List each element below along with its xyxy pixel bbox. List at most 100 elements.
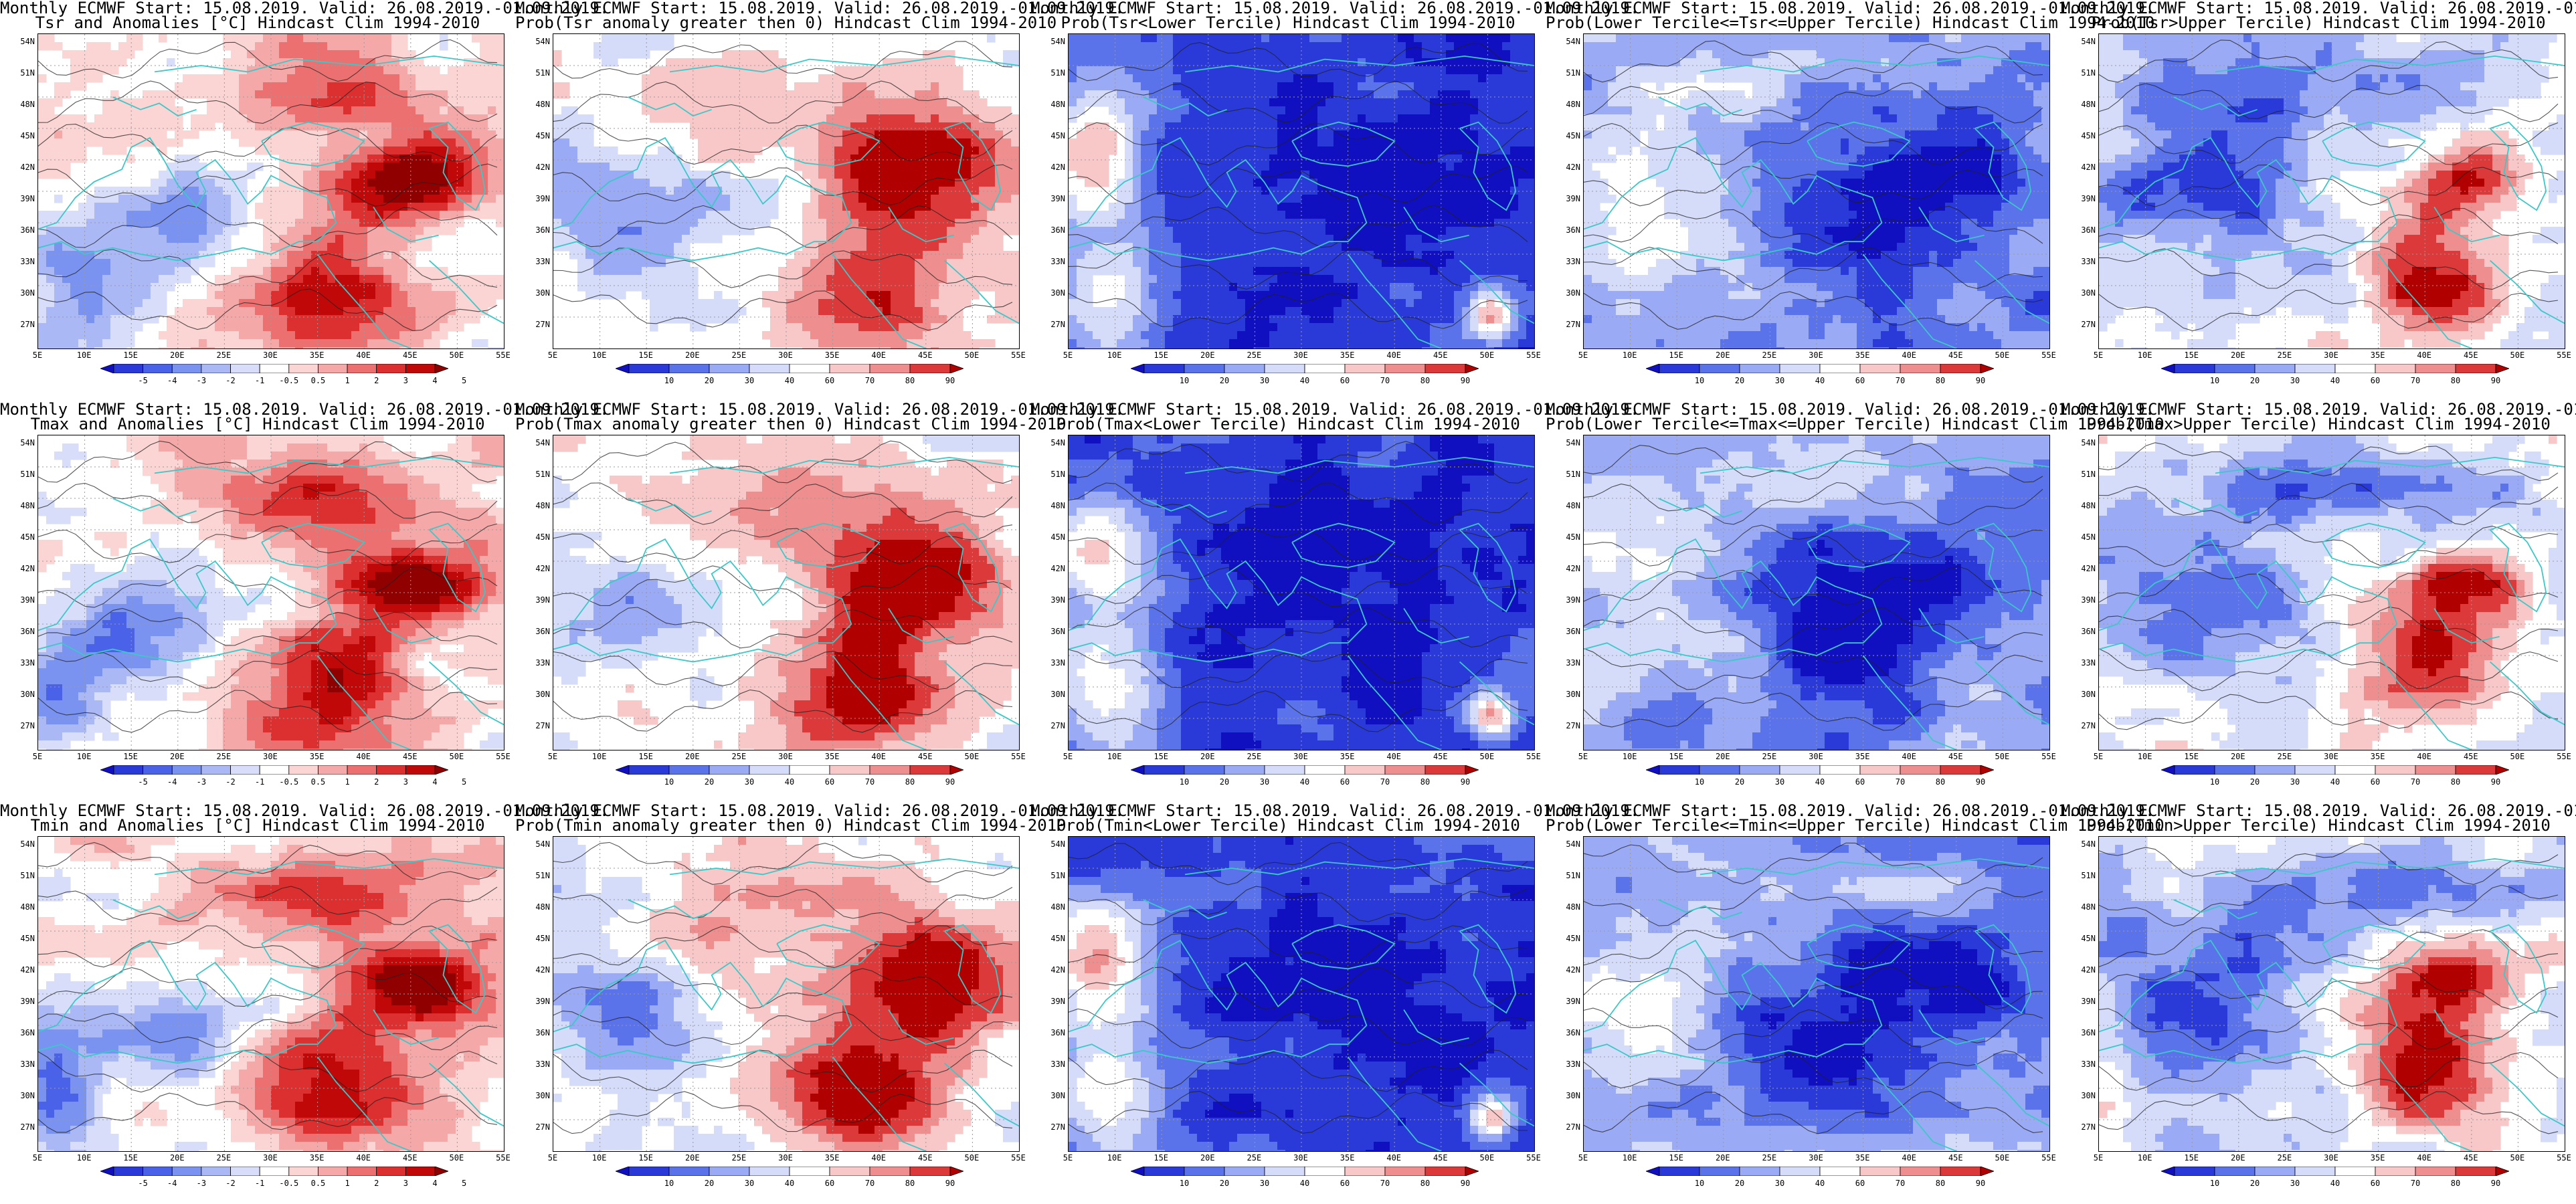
lon-label: 25E [2278, 350, 2292, 360]
color-scale-label: 80 [1420, 777, 1430, 787]
lon-label: 35E [1340, 350, 1355, 360]
color-scale-label: 70 [1896, 777, 1905, 787]
color-scale-label: 10 [1695, 777, 1704, 787]
map-field [1584, 34, 2049, 348]
lon-label: 20E [170, 752, 185, 761]
lon-label: 20E [685, 350, 700, 360]
map-field [2099, 837, 2565, 1151]
color-scale-label: 10 [1180, 376, 1189, 385]
lon-label: 40E [871, 1153, 886, 1163]
lon-label: 45E [918, 1153, 933, 1163]
lon-label: 40E [2417, 752, 2431, 761]
lat-label: 39N [1546, 997, 1580, 1006]
color-scale-label: 20 [1220, 376, 1229, 385]
color-scale-bar [2161, 1167, 2509, 1176]
lon-label: 55E [1011, 752, 1026, 761]
lon-label: 55E [2041, 1153, 2056, 1163]
lat-label: 36N [1030, 1028, 1065, 1037]
lat-label: 48N [1546, 902, 1580, 912]
lon-label: 50E [2510, 350, 2525, 360]
lon-label: 40E [1902, 350, 1916, 360]
lat-label: 39N [1030, 997, 1065, 1006]
panel-title-line2: Prob(Tsr<Lower Tercile) Hindcast Clim 19… [1030, 15, 1546, 31]
color-scale-label: 60 [1855, 1179, 1865, 1188]
lon-label: 55E [496, 1153, 511, 1163]
color-scale-label: 30 [1775, 376, 1784, 385]
lon-label: 15E [638, 752, 653, 761]
lon-label: 25E [217, 752, 232, 761]
color-scale-label: 80 [1420, 1179, 1430, 1188]
lat-label: 39N [1546, 595, 1580, 605]
lon-label: 5E [2094, 752, 2103, 761]
lon-label: 20E [1716, 752, 1730, 761]
map-area [37, 33, 504, 349]
color-scale-label: 70 [865, 376, 875, 385]
lat-label: 45N [2061, 131, 2096, 140]
lat-label: 42N [0, 965, 35, 975]
lon-label: 40E [1902, 752, 1916, 761]
color-scale-label: 10 [2210, 376, 2219, 385]
lon-label: 5E [1578, 752, 1588, 761]
lat-label: 39N [1030, 595, 1065, 605]
lat-label: 30N [2061, 288, 2096, 298]
lon-label: 35E [1340, 1153, 1355, 1163]
lat-label: 39N [515, 194, 550, 203]
map-area [2098, 435, 2565, 750]
lon-label: 50E [1995, 1153, 2010, 1163]
lat-label: 51N [2061, 470, 2096, 479]
lon-label: 30E [1809, 752, 1823, 761]
lon-label: 25E [217, 1153, 232, 1163]
lon-label: 50E [965, 350, 980, 360]
color-scale-label: 20 [705, 376, 714, 385]
lon-label: 50E [2510, 1153, 2525, 1163]
lon-label: 30E [1809, 1153, 1823, 1163]
panel-title-line2: Tmax and Anomalies [°C] Hindcast Clim 19… [0, 416, 515, 433]
color-scale-label: 20 [1735, 1179, 1744, 1188]
color-scale-bar [1646, 765, 1994, 775]
lon-label: 35E [825, 752, 840, 761]
lat-label: 45N [0, 934, 35, 943]
lat-label: 42N [1030, 163, 1065, 172]
lat-label: 36N [2061, 1028, 2096, 1037]
panel-title-line1: Monthly ECMWF Start: 15.08.2019. Valid: … [1546, 401, 2154, 418]
color-scale-label: 1 [345, 777, 349, 787]
lon-label: 45E [1433, 350, 1448, 360]
lat-label: 36N [2061, 225, 2096, 235]
lon-label: 30E [1293, 350, 1308, 360]
color-scale-label: -2 [225, 1179, 235, 1188]
lon-label: 55E [1526, 752, 1541, 761]
lon-label: 35E [1855, 1153, 1870, 1163]
lat-label: 30N [1030, 1091, 1065, 1100]
lat-label: 39N [1546, 194, 1580, 203]
color-scale-label: 40 [2330, 1179, 2340, 1188]
lat-label: 51N [1030, 470, 1065, 479]
lat-label: 48N [0, 100, 35, 109]
color-scale-label: 80 [1936, 376, 1945, 385]
color-scale-label: 60 [1855, 376, 1865, 385]
panel-title-line2: Prob(Lower Tercile<=Tmin<=Upper Tercile)… [1546, 817, 2165, 834]
color-scale-label: 30 [1260, 376, 1269, 385]
lat-label: 39N [1030, 194, 1065, 203]
lat-label: 36N [515, 1028, 550, 1037]
color-scale-label: -1 [255, 1179, 264, 1188]
color-scale-label: 80 [1936, 1179, 1945, 1188]
lat-label: 27N [1030, 721, 1065, 730]
lat-label: 27N [2061, 1122, 2096, 1132]
map-field [38, 435, 504, 750]
lon-label: 30E [778, 1153, 793, 1163]
lon-label: 25E [732, 1153, 747, 1163]
lon-label: 30E [1809, 350, 1823, 360]
lon-label: 45E [2464, 350, 2478, 360]
color-scale-label: -5 [138, 376, 147, 385]
color-scale-bar [1646, 1167, 1994, 1176]
lat-label: 30N [515, 690, 550, 699]
lat-label: 54N [2061, 438, 2096, 447]
lat-label: 51N [2061, 68, 2096, 78]
lon-label: 40E [2417, 1153, 2431, 1163]
lat-label: 33N [1546, 1060, 1580, 1069]
color-scale-label: 0.5 [311, 777, 326, 787]
lat-label: 36N [2061, 627, 2096, 636]
lon-label: 20E [685, 1153, 700, 1163]
lat-label: 54N [1546, 839, 1580, 849]
color-scale-label: 40 [1300, 777, 1309, 787]
